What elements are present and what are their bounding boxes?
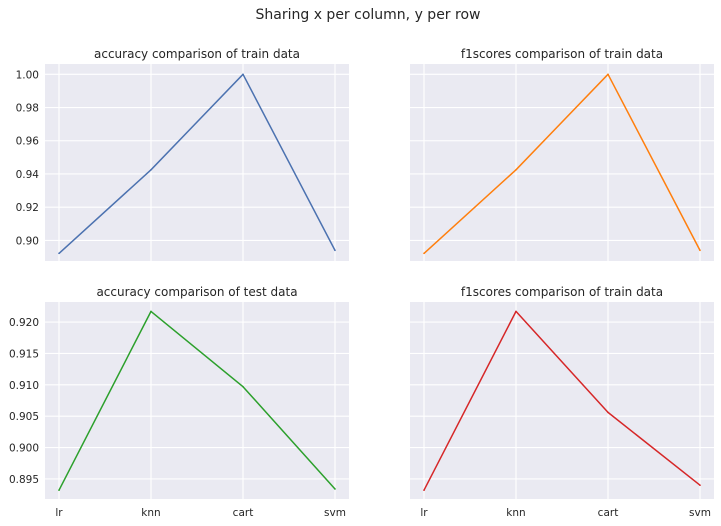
x-tick-label: cart (233, 507, 254, 519)
series-line (423, 73, 701, 254)
subplot-4: lr knn cart svm f1scores comparison of train… (410, 285, 714, 519)
y-tick-label: 0.905 (9, 411, 39, 423)
y-tick-label: 0.98 (16, 103, 39, 115)
x-tick-label: lr (55, 507, 63, 519)
y-tick-label: 0.900 (9, 443, 39, 455)
plot-area (45, 302, 349, 499)
data-point (150, 310, 152, 313)
data-point (515, 169, 517, 171)
x-tick-label: svm (324, 507, 346, 519)
y-tick-label: 1.00 (16, 69, 39, 81)
subplot-2: f1scores comparison of train data (410, 47, 714, 261)
y-tick-label: 0.92 (16, 202, 39, 214)
data-point (423, 489, 425, 492)
subplots: 0.90 0.92 0.94 0.96 0.98 1.00 accuracy compari… (9, 47, 714, 519)
series-line (58, 310, 336, 491)
x-tick-label: knn (141, 507, 160, 519)
y-tick-label: 0.90 (16, 235, 39, 247)
data-point (515, 310, 517, 313)
series-line (58, 73, 336, 254)
y-tick-label: 0.94 (16, 169, 40, 181)
plot-area (45, 64, 349, 261)
data-point (58, 252, 60, 255)
x-tick-label: knn (506, 507, 525, 519)
data-point (607, 73, 609, 76)
data-point (699, 484, 701, 486)
data-point (334, 249, 336, 252)
data-point (58, 489, 60, 492)
data-point (423, 252, 425, 255)
subplot-title: accuracy comparison of test data (96, 285, 297, 299)
x-tick-label: cart (598, 507, 619, 519)
subplot-1: 0.90 0.92 0.94 0.96 0.98 1.00 accuracy compari… (16, 47, 349, 261)
y-tick-label: 0.910 (9, 380, 39, 392)
y-tick-label: 0.920 (9, 317, 39, 329)
data-point (607, 411, 609, 414)
plot-area (410, 64, 714, 261)
y-tick-label: 0.915 (9, 348, 39, 360)
subplot-title: f1scores comparison of train data (461, 47, 663, 61)
data-point (334, 488, 336, 490)
x-tick-label: svm (689, 507, 711, 519)
y-tick-label: 0.895 (9, 474, 39, 486)
y-tick-label: 0.96 (16, 136, 40, 148)
data-point (150, 169, 152, 171)
data-point (242, 385, 244, 388)
data-point (242, 73, 244, 76)
plot-area (410, 302, 714, 499)
subplot-title: accuracy comparison of train data (94, 47, 300, 61)
x-tick-label: lr (420, 507, 428, 519)
data-point (699, 249, 701, 252)
series-line (423, 310, 701, 491)
figure-suptitle: Sharing x per column, y per row (256, 7, 481, 23)
subplot-title: f1scores comparison of train data (461, 285, 663, 299)
subplot-3: 0.895 0.900 0.905 0.910 0.915 0.920 lr knn cart s… (9, 285, 349, 519)
